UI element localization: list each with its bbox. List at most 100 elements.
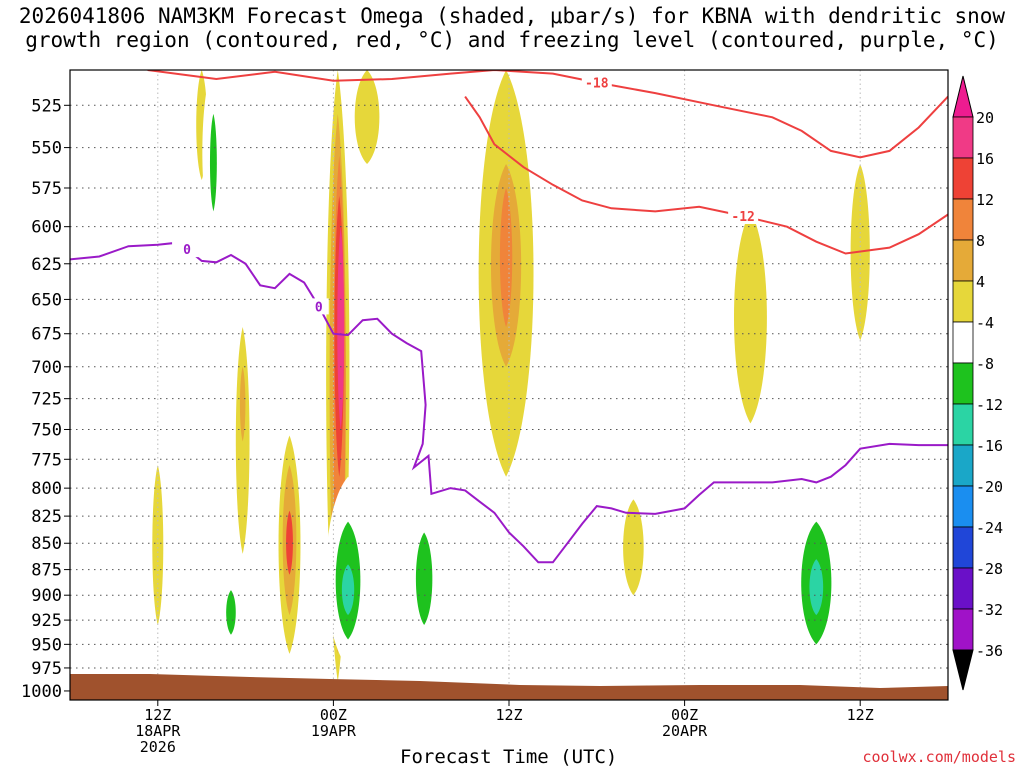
colorbar-over-arrow <box>952 75 974 118</box>
omega-region-30 <box>415 532 433 625</box>
axes: 525 550 575 600 625 650 675 700 725 750 775 800 825 8… <box>21 96 874 756</box>
omega-region-14 <box>239 366 246 442</box>
colorbar-label-6: -8 <box>976 355 994 373</box>
colorbar-under-arrow <box>952 649 974 691</box>
y-tick-label-825: 825 <box>31 507 62 527</box>
freezing-level-contour <box>70 242 948 564</box>
colorbar-label-0: 20 <box>976 109 994 127</box>
omega-region-12 <box>286 510 293 575</box>
x-tick-label-42-1: 20APR <box>662 722 708 740</box>
colorbar-label-8: -16 <box>976 437 1003 455</box>
y-tick-label-550: 550 <box>31 139 62 159</box>
colorbar-swatch-2 <box>952 198 974 241</box>
colorbar-swatch-1 <box>952 157 974 200</box>
colorbar-label-10: -24 <box>976 519 1003 537</box>
y-tick-label-850: 850 <box>31 534 62 554</box>
colorbar-swatch-0 <box>952 116 974 159</box>
omega-region-15 <box>623 499 644 596</box>
colorbar-label-2: 12 <box>976 191 994 209</box>
y-tick-label-975: 975 <box>31 659 62 679</box>
y-tick-label-875: 875 <box>31 561 62 581</box>
y-tick-label-900: 900 <box>31 586 62 606</box>
colorbar-label-1: 16 <box>976 150 994 168</box>
colorbar-label-11: -28 <box>976 560 1003 578</box>
chart-title: 2026041806 NAM3KM Forecast Omega (shaded… <box>0 4 1024 52</box>
colorbar-label-9: -20 <box>976 478 1003 496</box>
y-tick-label-925: 925 <box>31 611 62 631</box>
y-tick-label-625: 625 <box>31 255 62 275</box>
colorbar-label-3: 8 <box>976 232 985 250</box>
x-tick-label-6-2: 2026 <box>140 738 176 756</box>
omega-shading <box>108 70 906 682</box>
omega-region-33 <box>493 476 504 565</box>
y-tick-label-950: 950 <box>31 635 62 655</box>
dendritic-contour-m18 <box>147 70 948 159</box>
y-tick-label-800: 800 <box>31 479 62 499</box>
x-tick-label-18-1: 19APR <box>311 722 357 740</box>
colorbar-label-5: -4 <box>976 314 994 332</box>
colorbar-swatch-5 <box>952 321 974 364</box>
omega-region-4 <box>337 226 345 430</box>
y-tick-label-700: 700 <box>31 358 62 378</box>
y-tick-label-525: 525 <box>31 96 62 116</box>
x-tick-label-42-0: 00Z <box>671 706 698 724</box>
dendritic-contour-m12 <box>464 96 948 255</box>
x-tick-label-18-0: 00Z <box>320 706 347 724</box>
y-tick-label-650: 650 <box>31 290 62 310</box>
terrain-ground <box>70 674 948 700</box>
omega-region-19 <box>180 70 192 286</box>
omega-region-32 <box>420 285 437 380</box>
x-tick-label-6-1: 18APR <box>135 722 181 740</box>
colorbar-label-12: -32 <box>976 601 1003 619</box>
x-tick-label-54-0: 12Z <box>847 706 874 724</box>
colorbar-swatch-4 <box>952 280 974 323</box>
omega-region-21 <box>209 113 217 212</box>
title-line-1: 2026041806 NAM3KM Forecast Omega (shaded… <box>18 4 1006 28</box>
x-axis-title: Forecast Time (UTC) <box>400 746 618 768</box>
colorbar-label-4: 4 <box>976 273 985 291</box>
omega-region-25 <box>226 590 236 635</box>
colorbar-swatch-10 <box>952 526 974 569</box>
freezing-level-label2: 0 <box>315 300 323 315</box>
y-tick-label-600: 600 <box>31 218 62 238</box>
omega-region-31 <box>454 564 491 664</box>
omega-region-8 <box>733 211 767 424</box>
omega-region-39 <box>835 417 841 477</box>
dendritic-contour-m12-label-bg <box>728 208 759 225</box>
colorbar-label-7: -12 <box>976 396 1003 414</box>
dendritic-contour-m18-label: -18 <box>585 77 609 92</box>
omega-region-18 <box>354 70 380 164</box>
colorbar-swatch-12 <box>952 608 974 651</box>
y-tick-label-1000: 1000 <box>21 682 62 702</box>
x-tick-label-30-0: 12Z <box>495 706 522 724</box>
y-tick-label-775: 775 <box>31 450 62 470</box>
freezing-level-label2-bg <box>308 298 329 315</box>
y-tick-label-575: 575 <box>31 179 62 199</box>
omega-region-7 <box>499 187 513 327</box>
freezing-level-contour-label: 0 <box>183 243 191 258</box>
omega-region-28 <box>341 564 355 616</box>
omega-region-36 <box>809 559 824 616</box>
dendritic-contour-m18-label-bg <box>581 74 612 91</box>
y-tick-label-725: 725 <box>31 390 62 410</box>
plot-frame <box>69 69 949 701</box>
x-tick-label-6-0: 12Z <box>144 706 171 724</box>
omega-region-16 <box>152 465 164 625</box>
colorbar-swatch-9 <box>952 485 974 528</box>
colorbar: 20 16 12 8 4 -4 -8 -12 -16 -20 -24 -28 -32 -36 <box>952 75 1003 691</box>
dendritic-contour-m12-label: -12 <box>731 210 754 225</box>
colorbar-swatch-7 <box>952 403 974 446</box>
omega-region-23 <box>108 476 120 544</box>
colorbar-swatch-8 <box>952 444 974 487</box>
omega-region-38 <box>873 429 891 533</box>
watermark: coolwx.com/models <box>862 748 1016 766</box>
colorbar-label-13: -36 <box>976 642 1003 660</box>
y-tick-label-750: 750 <box>31 420 62 440</box>
omega-region-22 <box>114 326 137 466</box>
title-line-2: growth region (contoured, red, °C) and f… <box>25 28 999 52</box>
contour-lines: -18 -12 0 0 <box>70 70 948 564</box>
y-tick-label-675: 675 <box>31 325 62 345</box>
freezing-level-contour-label-bg <box>172 241 203 258</box>
colorbar-swatch-3 <box>952 239 974 282</box>
